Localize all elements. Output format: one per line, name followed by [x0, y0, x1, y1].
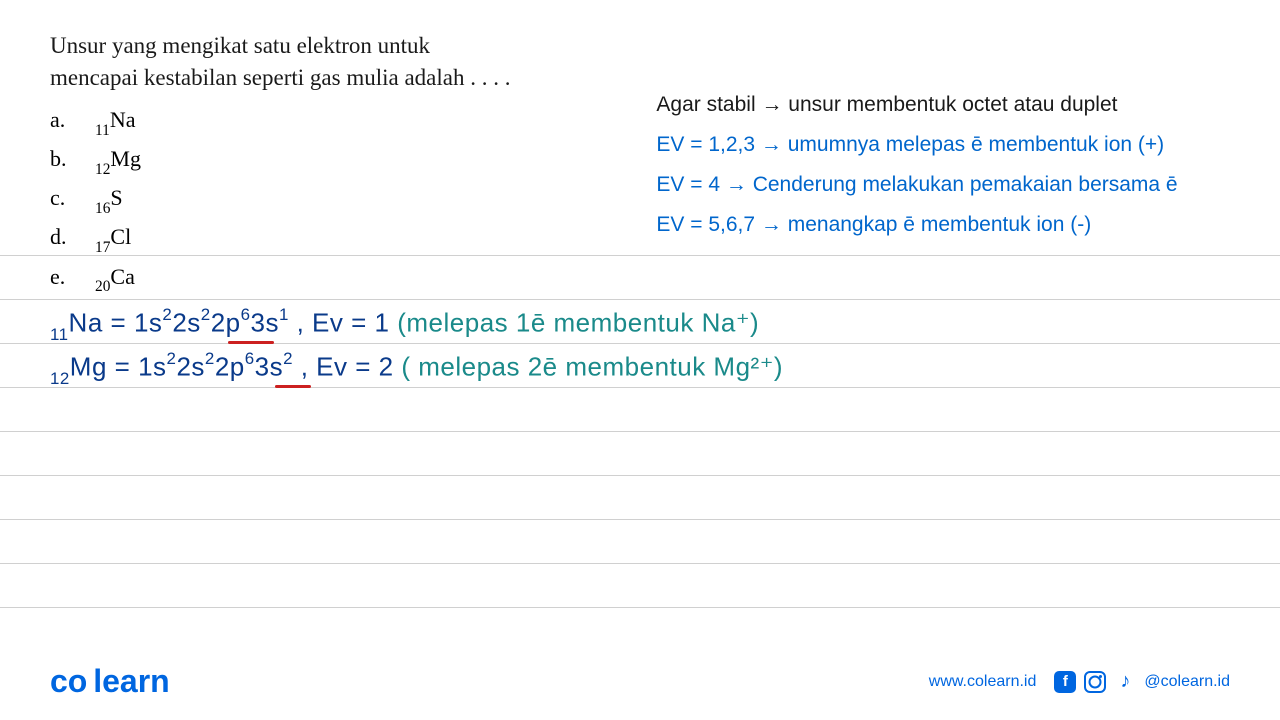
option-c: c. 16S — [50, 180, 616, 219]
chem-element: 12Mg — [95, 141, 141, 180]
question-line2: mencapai kestabilan seperti gas mulia ad… — [50, 65, 510, 90]
social-row: f ♪ @colearn.id — [1054, 671, 1230, 693]
question-text: Unsur yang mengikat satu elektron untuk … — [50, 30, 616, 94]
rule-line — [0, 431, 1280, 432]
rule-line — [0, 563, 1280, 564]
rule-line — [0, 255, 1280, 256]
rule-line — [0, 519, 1280, 520]
footer-handle: @colearn.id — [1144, 673, 1230, 691]
logo: co learn — [50, 663, 170, 700]
handwritten-line-1: 11Na = 1s22s22p63s1 , Ev = 1 (melepas 1ē… — [50, 307, 759, 343]
content-area: Unsur yang mengikat satu elektron untuk … — [0, 0, 1280, 298]
option-letter: a. — [50, 102, 75, 137]
option-b: b. 12Mg — [50, 141, 616, 180]
question-line1: Unsur yang mengikat satu elektron untuk — [50, 33, 430, 58]
rule-2: EV = 1,2,3 → umumnya melepas ē membentuk… — [656, 125, 1230, 165]
hw-comment: (melepas 1ē membentuk Na⁺) — [397, 308, 759, 338]
arrow-icon: → — [726, 173, 747, 196]
hw-comment: ( melepas 2ē membentuk Mg²⁺) — [401, 352, 783, 382]
option-letter: c. — [50, 180, 75, 215]
underline-red — [228, 341, 274, 344]
arrow-icon: → — [761, 93, 782, 116]
rule-line — [0, 343, 1280, 344]
option-letter: d. — [50, 219, 75, 254]
arrow-icon: → — [761, 213, 782, 236]
handwritten-line-2: 12Mg = 1s22s22p63s2 , Ev = 2 ( melepas 2… — [50, 351, 783, 387]
arrow-icon: → — [761, 133, 782, 156]
rule-line — [0, 475, 1280, 476]
rule-line — [0, 299, 1280, 300]
footer-right: www.colearn.id f ♪ @colearn.id — [929, 671, 1230, 693]
chem-element: 17Cl — [95, 219, 131, 258]
option-a: a. 11Na — [50, 102, 616, 141]
instagram-icon — [1084, 671, 1106, 693]
rule-4: EV = 5,6,7 → menangkap ē membentuk ion (… — [656, 205, 1230, 245]
chem-element: 11Na — [95, 102, 135, 141]
option-d: d. 17Cl — [50, 219, 616, 258]
rule-3: EV = 4 → Cenderung melakukan pemakaian b… — [656, 165, 1230, 205]
facebook-icon: f — [1054, 671, 1076, 693]
rule-1: Agar stabil → unsur membentuk octet atau… — [656, 85, 1230, 125]
option-letter: b. — [50, 141, 75, 176]
lined-area: 11Na = 1s22s22p63s1 , Ev = 1 (melepas 1ē… — [0, 255, 1280, 635]
footer-url: www.colearn.id — [929, 673, 1037, 691]
rule-line — [0, 607, 1280, 608]
rule-line — [0, 387, 1280, 388]
underline-red — [275, 385, 311, 388]
footer: co learn www.colearn.id f ♪ @colearn.id — [0, 663, 1280, 700]
tiktok-icon: ♪ — [1114, 671, 1136, 693]
chem-element: 16S — [95, 180, 123, 219]
